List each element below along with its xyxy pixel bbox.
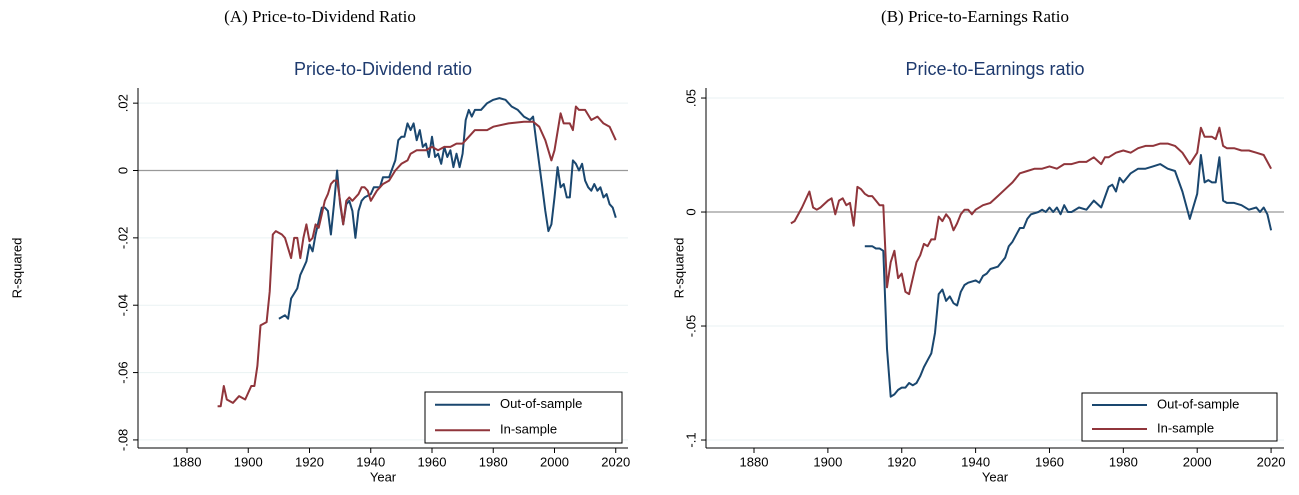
legend-label: Out-of-sample — [1157, 396, 1239, 411]
x-tick-label: 1880 — [740, 454, 769, 469]
legend-label: In-sample — [1157, 420, 1214, 435]
x-tick-label: 1880 — [173, 454, 202, 469]
x-axis-label: Year — [982, 469, 1009, 484]
legend-label: Out-of-sample — [500, 396, 582, 411]
legend-label: In-sample — [500, 422, 557, 437]
y-tick-label: -.1 — [683, 432, 698, 447]
legend-box — [424, 391, 623, 444]
chart-title: Price-to-Earnings ratio — [905, 59, 1084, 79]
chart-title: Price-to-Dividend ratio — [294, 59, 472, 79]
y-axis-label: R-squared — [9, 238, 24, 299]
y-tick-label: -.06 — [115, 361, 130, 383]
y-tick-label: 0 — [683, 208, 698, 215]
x-tick-label: 1980 — [479, 454, 508, 469]
y-tick-label: -.05 — [683, 315, 698, 337]
x-tick-label: 1900 — [813, 454, 842, 469]
x-tick-label: 1920 — [887, 454, 916, 469]
x-tick-label: 1940 — [961, 454, 990, 469]
x-tick-label: 2020 — [1257, 454, 1286, 469]
panel-caption: (A) Price-to-Dividend Ratio — [224, 7, 416, 26]
y-tick-label: 0 — [115, 167, 130, 174]
x-tick-label: 2020 — [601, 454, 630, 469]
legend-box — [1081, 392, 1278, 442]
x-tick-label: 1920 — [295, 454, 324, 469]
x-tick-label: 2000 — [1183, 454, 1212, 469]
y-tick-label: .02 — [115, 94, 130, 112]
y-tick-label: -.04 — [115, 294, 130, 316]
x-tick-label: 1940 — [356, 454, 385, 469]
x-tick-label: 1960 — [1035, 454, 1064, 469]
x-tick-label: 2000 — [540, 454, 569, 469]
y-tick-label: -.02 — [115, 227, 130, 249]
x-tick-label: 1960 — [418, 454, 447, 469]
x-tick-label: 1980 — [1109, 454, 1138, 469]
y-tick-label: .05 — [683, 89, 698, 107]
y-tick-label: -.08 — [115, 429, 130, 451]
y-axis-label: R-squared — [671, 238, 686, 299]
series-line — [790, 126, 1272, 296]
series-line — [217, 105, 617, 408]
x-axis-label: Year — [370, 469, 397, 484]
x-tick-label: 1900 — [234, 454, 263, 469]
series-line — [864, 154, 1273, 398]
series-line — [278, 97, 617, 320]
panel-caption: (B) Price-to-Earnings Ratio — [881, 7, 1069, 26]
